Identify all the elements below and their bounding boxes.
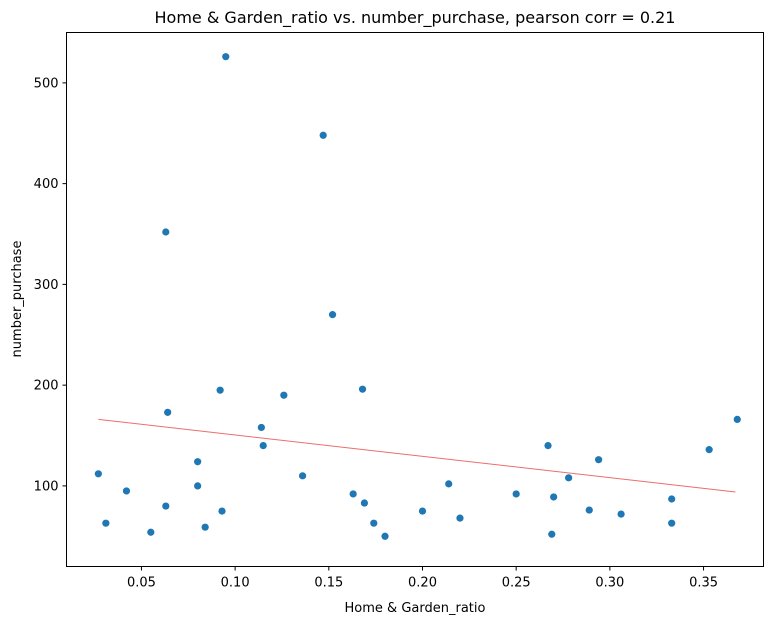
data-point (456, 514, 464, 522)
data-point (381, 532, 389, 540)
data-point (102, 519, 110, 527)
y-tick-label: 400 (34, 177, 59, 192)
data-point (122, 487, 131, 495)
data-point (512, 490, 520, 498)
y-tick-label: 500 (34, 76, 59, 91)
plot-frame (66, 32, 764, 567)
data-point (328, 311, 337, 319)
data-point (585, 506, 593, 514)
x-axis-label: Home & Garden_ratio (345, 601, 486, 616)
data-point (147, 528, 155, 536)
data-point (349, 490, 357, 498)
data-point (259, 441, 267, 450)
y-axis: 100 200 300 400 500 (34, 76, 67, 494)
y-tick-label: 100 (34, 479, 59, 494)
data-point (617, 510, 625, 518)
data-point (733, 415, 741, 423)
data-point (222, 53, 230, 61)
points-layer (94, 53, 741, 540)
x-tick-label: 0.35 (689, 576, 718, 591)
data-point (257, 423, 265, 432)
data-point (162, 228, 170, 236)
y-tick-label: 200 (34, 379, 59, 394)
data-point (595, 456, 603, 464)
data-point (298, 472, 307, 480)
data-point (360, 499, 369, 507)
x-tick-label: 0.05 (127, 576, 156, 591)
data-point (370, 519, 378, 527)
x-tick-label: 0.15 (314, 576, 343, 591)
data-point (216, 386, 224, 394)
data-point (544, 441, 552, 450)
data-point (319, 131, 327, 139)
chart-title: Home & Garden_ratio vs. number_purchase,… (155, 8, 676, 28)
data-point (218, 507, 226, 515)
data-point (705, 446, 713, 454)
data-point (194, 458, 202, 466)
trend-line (98, 418, 736, 493)
data-point (418, 507, 427, 515)
plot-area (94, 53, 741, 540)
data-point (550, 493, 558, 501)
data-point (548, 530, 556, 538)
x-tick-label: 0.25 (502, 576, 531, 591)
data-point (162, 502, 170, 510)
y-axis-label: number_purchase (10, 241, 25, 358)
data-point (668, 519, 676, 527)
x-tick-label: 0.30 (595, 576, 624, 591)
y-tick-label: 300 (34, 278, 59, 293)
data-point (94, 470, 102, 478)
data-point (565, 474, 573, 482)
data-point (194, 482, 202, 490)
x-tick-label: 0.20 (408, 576, 437, 591)
data-point (201, 523, 209, 531)
x-tick-label: 0.10 (221, 576, 250, 591)
data-point (164, 408, 172, 416)
data-point (668, 495, 676, 503)
data-point (358, 385, 367, 393)
data-point (280, 391, 288, 399)
data-point (445, 480, 453, 488)
x-axis: 0.05 0.10 0.15 0.20 0.25 0.30 0.35 (127, 566, 718, 591)
